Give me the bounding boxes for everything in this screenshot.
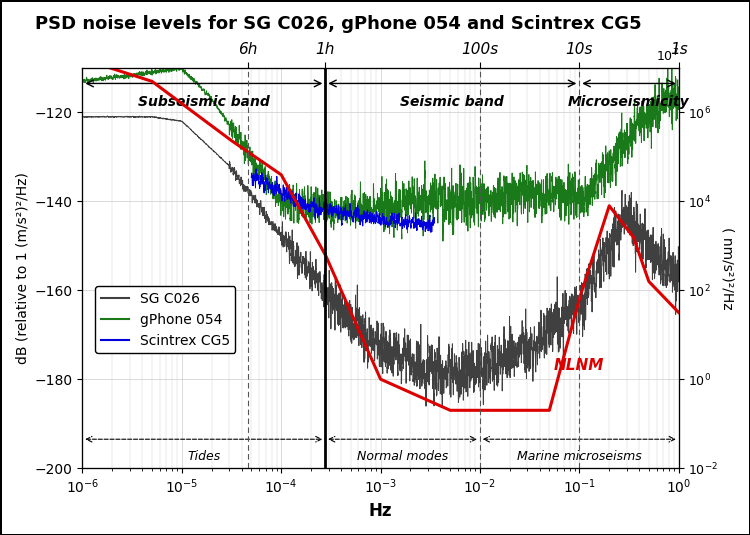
Y-axis label: ( nm/s²)²/Hz: ( nm/s²)²/Hz — [721, 227, 735, 309]
Text: Normal modes: Normal modes — [357, 450, 448, 463]
X-axis label: Hz: Hz — [369, 502, 392, 520]
Text: Subseismic band: Subseismic band — [138, 95, 270, 109]
Text: Microseismicity: Microseismicity — [568, 95, 690, 109]
Text: Seismic band: Seismic band — [400, 95, 504, 109]
Y-axis label: dB (relative to 1 (m/s²)²/Hz): dB (relative to 1 (m/s²)²/Hz) — [15, 172, 29, 364]
Text: Marine microseisms: Marine microseisms — [517, 450, 642, 463]
Legend: SG C026, gPhone 054, Scintrex CG5: SG C026, gPhone 054, Scintrex CG5 — [95, 286, 236, 353]
Text: PSD noise levels for SG C026, gPhone 054 and Scintrex CG5: PSD noise levels for SG C026, gPhone 054… — [34, 15, 641, 33]
Text: NLNM: NLNM — [554, 358, 604, 373]
Text: 10$^7$: 10$^7$ — [656, 47, 679, 64]
Text: Tides: Tides — [188, 450, 220, 463]
